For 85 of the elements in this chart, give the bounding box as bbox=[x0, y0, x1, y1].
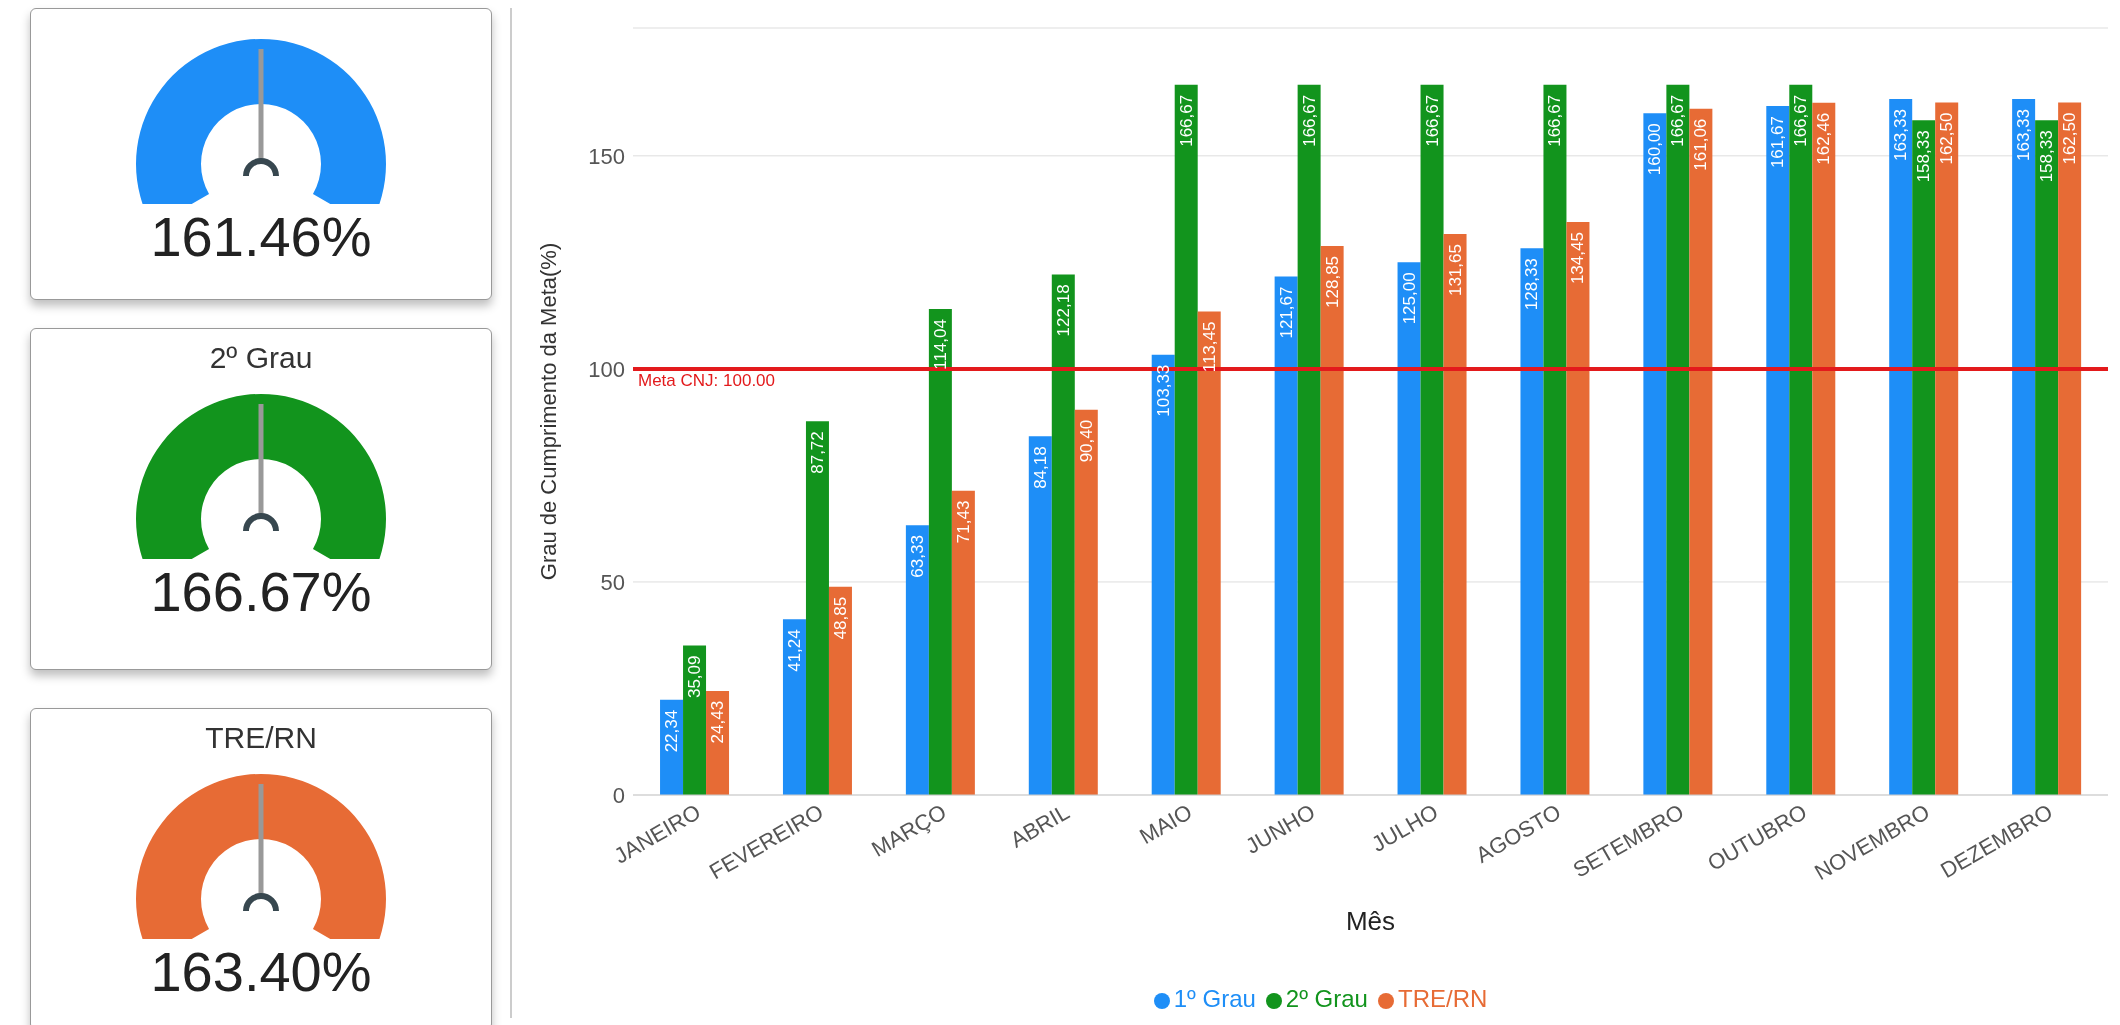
bar bbox=[1297, 84, 1321, 795]
text: TRE/RN bbox=[204, 721, 318, 755]
bar bbox=[1151, 354, 1175, 795]
data-label: 113,45 bbox=[1199, 321, 1219, 373]
bar bbox=[1520, 248, 1544, 795]
bar bbox=[928, 309, 952, 795]
data-label: 24,43 bbox=[708, 700, 728, 744]
bar bbox=[2035, 120, 2059, 795]
bar bbox=[1274, 276, 1298, 795]
y-tick-label: 100 bbox=[588, 356, 625, 382]
data-label: 63,33 bbox=[907, 535, 927, 578]
data-label: 161,67 bbox=[1768, 116, 1788, 169]
data-label: 166,67 bbox=[1299, 94, 1319, 147]
bar bbox=[2058, 102, 2082, 795]
data-label: 131,65 bbox=[1445, 244, 1465, 297]
legend-label: 1º Grau bbox=[1173, 985, 1256, 1012]
data-label: 160,00 bbox=[1645, 123, 1665, 176]
bar bbox=[1689, 108, 1713, 795]
y-tick-label: 50 bbox=[600, 569, 625, 595]
data-label: 114,04 bbox=[930, 319, 950, 370]
x-axis-title: Mês bbox=[1345, 906, 1396, 936]
data-label: 41,24 bbox=[784, 629, 804, 672]
y-axis-title: Grau de Cumprimento da Meta(%) bbox=[535, 242, 561, 581]
data-label: 166,67 bbox=[1791, 94, 1811, 147]
data-label: 134,45 bbox=[1568, 232, 1588, 285]
text: 163.40% bbox=[149, 939, 373, 1004]
data-label: 166,67 bbox=[1422, 94, 1442, 147]
bar bbox=[1074, 409, 1098, 795]
bar bbox=[1420, 84, 1444, 795]
bar bbox=[1812, 102, 1836, 795]
bar bbox=[905, 525, 929, 795]
data-label: 163,33 bbox=[1891, 109, 1911, 162]
text: 161.46% bbox=[149, 204, 373, 269]
data-label: 162,50 bbox=[1937, 112, 1957, 165]
bar bbox=[1397, 262, 1421, 795]
bar bbox=[951, 490, 975, 795]
bar bbox=[1174, 84, 1198, 795]
bar bbox=[1443, 234, 1467, 795]
data-label: 71,43 bbox=[953, 500, 973, 544]
data-label: 161,06 bbox=[1691, 118, 1711, 171]
bar bbox=[1889, 99, 1913, 795]
bar bbox=[1666, 84, 1690, 795]
data-label: 128,85 bbox=[1322, 255, 1342, 308]
data-label: 90,40 bbox=[1076, 419, 1096, 463]
data-label: 158,33 bbox=[1914, 130, 1934, 183]
data-label: 103,33 bbox=[1153, 364, 1173, 417]
data-label: 122,18 bbox=[1053, 284, 1073, 337]
data-label: 48,85 bbox=[830, 596, 850, 640]
y-tick-label: 150 bbox=[588, 143, 625, 169]
bar bbox=[1028, 436, 1052, 795]
data-label: 128,33 bbox=[1522, 258, 1542, 311]
data-label: 166,67 bbox=[1176, 94, 1196, 147]
data-label: 162,46 bbox=[1814, 112, 1834, 165]
data-label: 87,72 bbox=[807, 431, 827, 474]
data-label: 125,00 bbox=[1399, 272, 1419, 325]
bar bbox=[828, 586, 852, 795]
bar bbox=[1566, 222, 1590, 795]
y-tick-label: 0 bbox=[612, 782, 625, 808]
bar bbox=[683, 645, 707, 795]
data-label: 22,34 bbox=[662, 709, 682, 753]
bar bbox=[1912, 120, 1936, 795]
text: 2º Grau bbox=[208, 341, 314, 375]
data-label: 163,33 bbox=[2014, 109, 2034, 162]
bar bbox=[1766, 106, 1790, 795]
bar bbox=[1643, 113, 1667, 795]
data-label: 84,18 bbox=[1030, 446, 1050, 489]
bar bbox=[1543, 84, 1567, 795]
ref-line-label: Meta CNJ: 100.00 bbox=[638, 370, 776, 390]
data-label: 166,67 bbox=[1545, 94, 1565, 147]
data-label: 158,33 bbox=[2037, 130, 2057, 183]
bar bbox=[1051, 274, 1075, 795]
text: 166.67% bbox=[149, 559, 373, 624]
data-label: 166,67 bbox=[1668, 94, 1688, 147]
bar bbox=[1197, 311, 1221, 795]
bar bbox=[782, 619, 806, 795]
data-label: 35,09 bbox=[685, 655, 705, 699]
bar bbox=[1935, 102, 1959, 795]
legend-label: 2º Grau bbox=[1285, 985, 1368, 1012]
bar bbox=[805, 421, 829, 795]
legend-label: TRE/RN bbox=[1397, 985, 1488, 1012]
data-label: 162,50 bbox=[2060, 112, 2080, 165]
data-label: 121,67 bbox=[1276, 286, 1296, 339]
bar bbox=[2012, 99, 2036, 795]
bar bbox=[1320, 245, 1344, 795]
bar bbox=[1789, 84, 1813, 795]
